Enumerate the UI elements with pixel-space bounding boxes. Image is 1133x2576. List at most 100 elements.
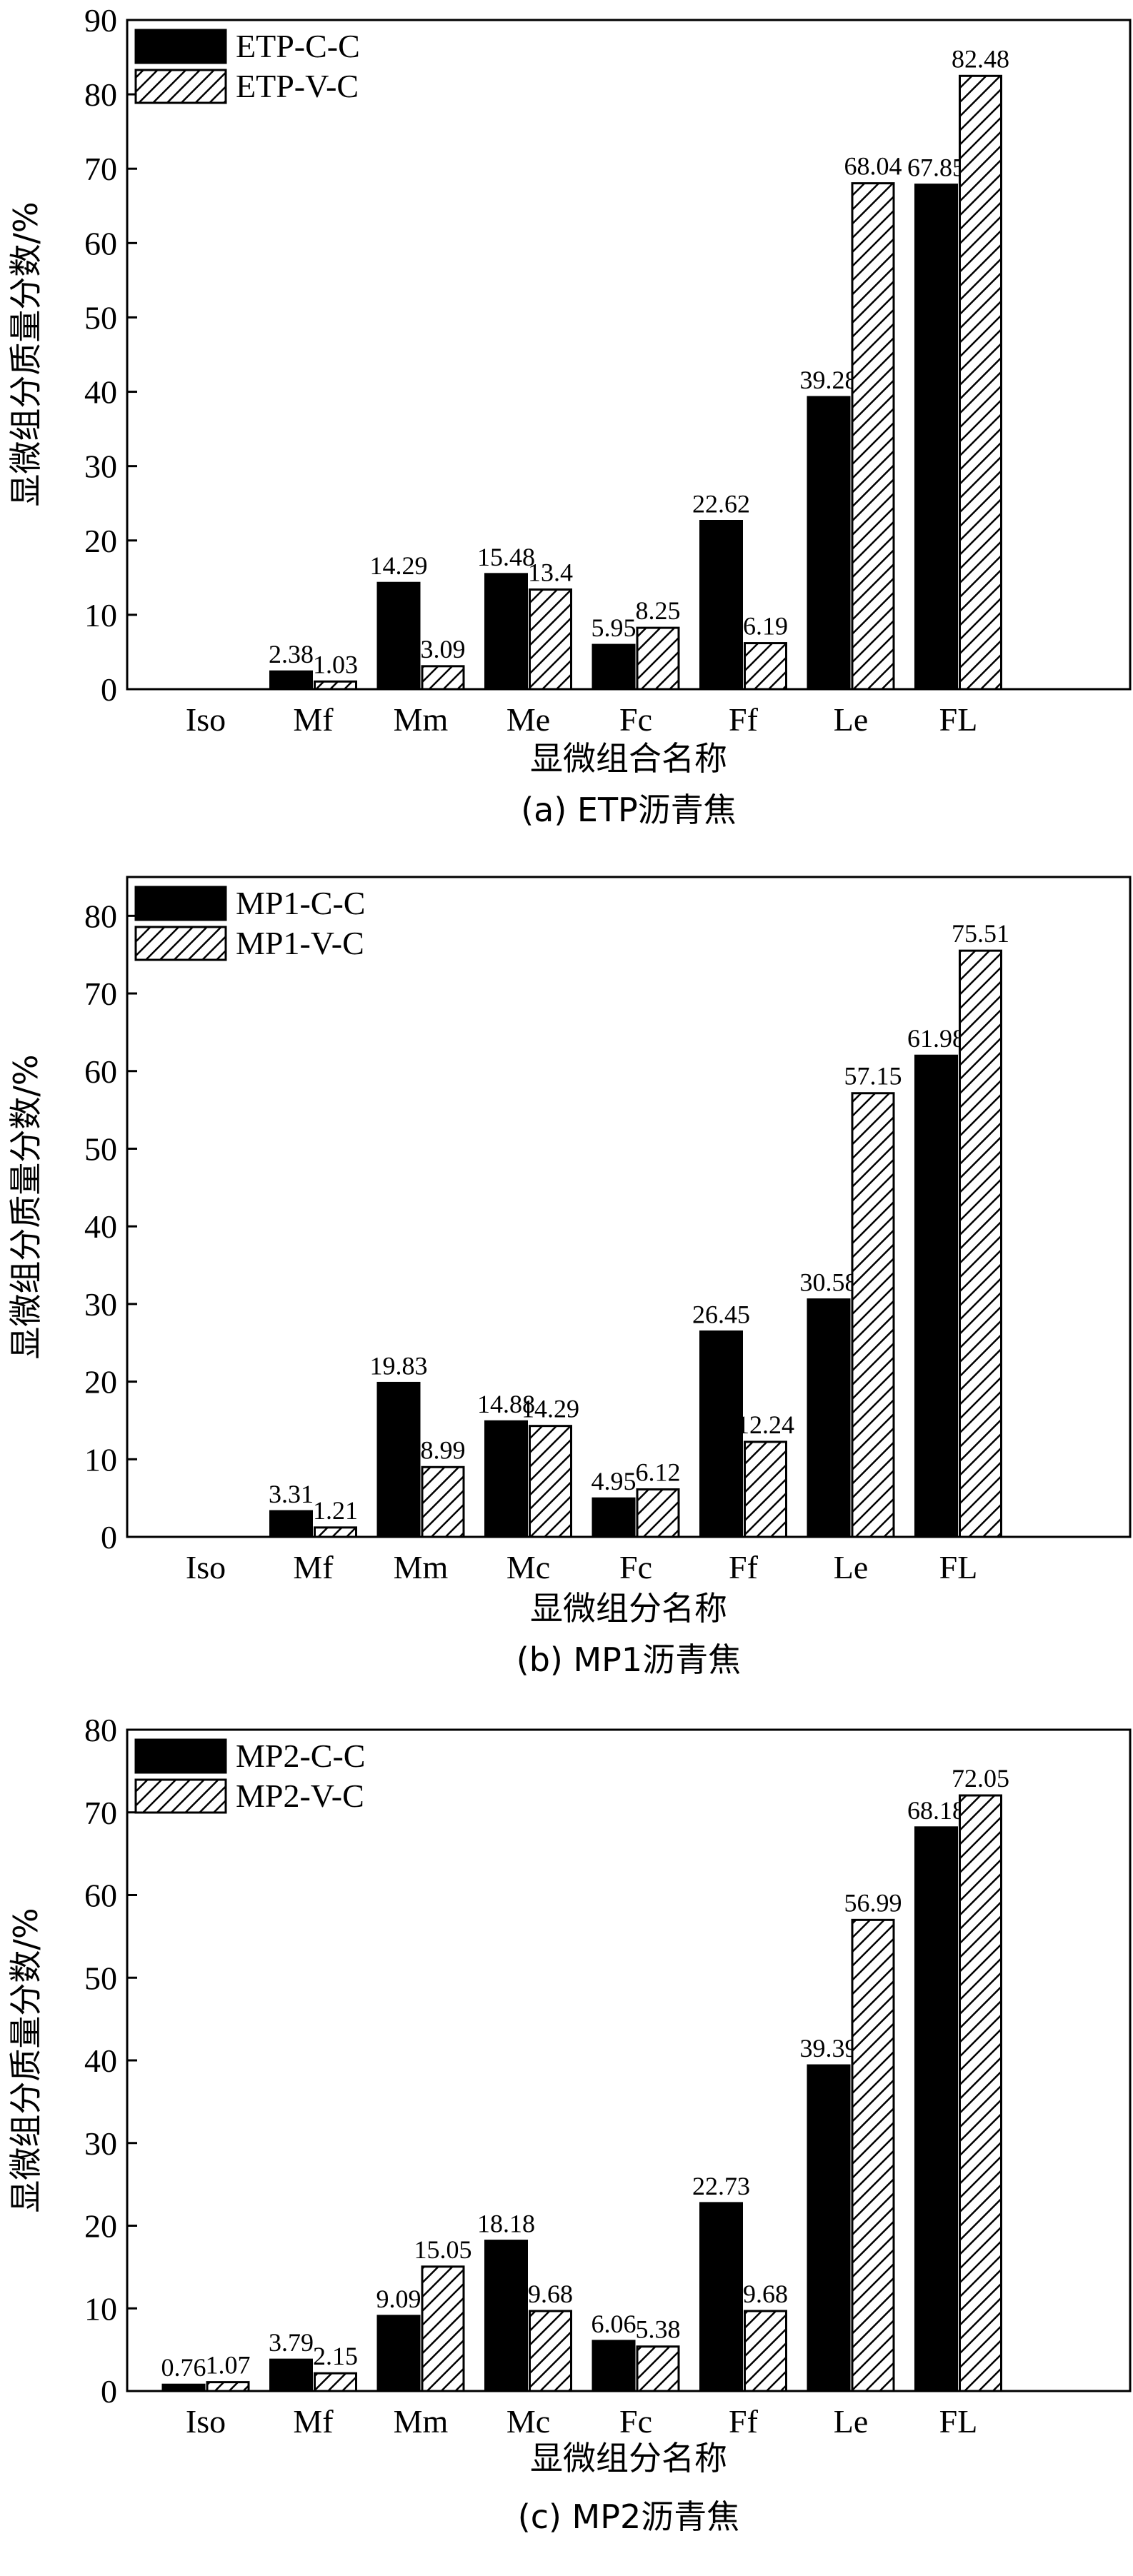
bar	[421, 665, 465, 691]
y-tick-label: 20	[84, 2208, 117, 2245]
bar	[807, 2064, 851, 2392]
bar	[699, 520, 743, 691]
bar	[484, 573, 528, 691]
data-label: 14.29	[521, 1395, 579, 1423]
data-label: 12.24	[737, 1410, 794, 1439]
legend-label: MP1-V-C	[236, 925, 364, 961]
chart-panel-etp: 0 10 20 30 40 50 60 70 80 90 Iso Mf 2.38 1.03 Mm 14.29 3…	[0, 0, 1133, 850]
chart-panel-mp2: 0 10 20 30 40 50 60 70 80 Iso 0.76 1.07 Mf 3.79 2.15 Mm…	[0, 1700, 1133, 2576]
y-tick-label: 30	[84, 2125, 117, 2162]
y-tick-label: 60	[84, 1878, 117, 1914]
bar	[161, 2383, 206, 2392]
legend-swatch	[134, 29, 227, 64]
bar	[851, 1092, 895, 1538]
data-label: 56.99	[844, 1888, 902, 1917]
bar	[592, 1497, 636, 1538]
bar	[636, 2345, 680, 2392]
y-tick-label: 10	[84, 1441, 117, 1478]
chart-mp2-svg: 0 10 20 30 40 50 60 70 80 Iso 0.76 1.07 Mf 3.79 2.15 Mm…	[6, 1712, 1132, 2536]
y-tick-label: 10	[84, 2290, 117, 2327]
x-tick-label: Mf	[293, 701, 334, 738]
data-label: 9.68	[528, 2280, 573, 2308]
legend-swatch	[134, 926, 227, 961]
data-label: 8.25	[636, 596, 681, 625]
bar	[269, 2358, 313, 2392]
data-label: 15.48	[477, 543, 535, 571]
figure-caption: (c) MP2沥青焦	[518, 2497, 740, 2536]
figure-caption: (b) MP1沥青焦	[516, 1640, 741, 1679]
data-label: 3.31	[269, 1480, 314, 1508]
y-tick-label: 70	[84, 1795, 117, 1831]
y-tick-label: 50	[84, 1960, 117, 1996]
y-tick-label: 20	[84, 1364, 117, 1400]
bar	[914, 184, 958, 691]
bar	[376, 2315, 421, 2392]
data-label: 18.18	[477, 2210, 535, 2238]
x-axis-title: 显微组合名称	[530, 739, 727, 778]
x-tick-label: Ff	[729, 701, 759, 738]
y-tick-label: 90	[84, 2, 117, 39]
bar	[421, 1465, 465, 1538]
x-tick-label: Le	[834, 2403, 869, 2440]
bar	[484, 1420, 528, 1538]
bar	[314, 1526, 357, 1538]
data-label: 4.95	[592, 1467, 637, 1495]
bar	[744, 2310, 787, 2392]
x-axis-title: 显微组分名称	[530, 2439, 727, 2477]
x-tick-label: Mc	[506, 2403, 550, 2440]
data-label: 5.95	[592, 613, 637, 642]
y-tick-label: 10	[84, 597, 117, 633]
bar	[959, 949, 1002, 1538]
bar	[592, 2340, 636, 2392]
data-label: 22.62	[692, 490, 750, 518]
bar	[314, 680, 357, 691]
bar	[529, 1425, 572, 1538]
legend-label: MP2-C-C	[236, 1738, 365, 1774]
bar	[376, 581, 421, 691]
x-tick-label: Fc	[619, 2403, 652, 2440]
legend-label: MP2-V-C	[236, 1778, 364, 1814]
data-label: 1.07	[206, 2351, 251, 2380]
x-tick-label: Mf	[293, 1549, 334, 1585]
x-tick-label: Mm	[394, 2403, 449, 2440]
y-tick-label: 80	[84, 76, 117, 113]
x-axis-title: 显微组分名称	[530, 1589, 727, 1628]
data-label: 82.48	[952, 44, 1009, 73]
data-label: 14.29	[370, 551, 428, 580]
bar	[851, 1918, 895, 2392]
bar	[744, 1440, 787, 1538]
bar	[206, 2381, 250, 2392]
y-tick-label: 50	[84, 299, 117, 336]
data-label: 57.15	[844, 1062, 902, 1091]
y-tick-label: 60	[84, 225, 117, 261]
legend-label: MP1-C-C	[236, 885, 365, 921]
y-tick-label: 40	[84, 2043, 117, 2079]
legend-label: ETP-C-C	[236, 28, 360, 64]
data-label: 22.73	[692, 2172, 750, 2200]
y-tick-label: 20	[84, 523, 117, 559]
x-tick-label: Le	[834, 701, 869, 738]
chart-mp1-svg: 0 10 20 30 40 50 60 70 80 Iso Mf 3.311.21 Mm 19.83 8.9…	[6, 876, 1132, 1679]
data-label: 5.38	[636, 2315, 681, 2344]
bar	[959, 74, 1002, 691]
y-tick-label: 80	[84, 898, 117, 934]
bar	[421, 2265, 465, 2392]
data-label: 15.05	[414, 2235, 472, 2264]
data-label: 67.85	[907, 154, 965, 182]
bar	[699, 1330, 743, 1538]
bar	[529, 2310, 572, 2392]
x-tick-label: FL	[939, 2403, 978, 2440]
x-tick-label: Mm	[394, 1549, 449, 1585]
x-tick-label: Fc	[619, 1549, 652, 1585]
x-tick-label: Iso	[186, 1549, 226, 1585]
data-label: 68.04	[844, 152, 902, 181]
data-label: 13.4	[528, 558, 573, 586]
bar	[851, 182, 895, 691]
legend-swatch	[134, 1738, 227, 1774]
x-tick-label: FL	[939, 701, 978, 738]
bar	[914, 1054, 958, 1538]
data-label: 6.06	[592, 2310, 637, 2338]
y-tick-label: 70	[84, 976, 117, 1012]
y-tick-label: 50	[84, 1131, 117, 1167]
x-tick-label: Mm	[394, 701, 449, 738]
